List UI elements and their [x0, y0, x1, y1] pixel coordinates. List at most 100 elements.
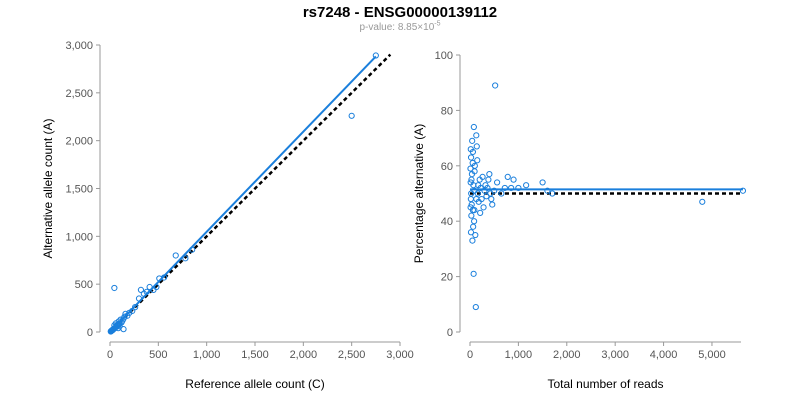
data-point [549, 190, 556, 197]
data-point [476, 176, 483, 183]
data-point [699, 198, 706, 205]
y-tick-label: 1,500 [65, 184, 93, 196]
y-tick-label: 60 [441, 161, 453, 173]
data-point [492, 82, 499, 89]
data-point [107, 328, 114, 335]
data-point [348, 112, 355, 119]
data-point [473, 195, 480, 203]
chart-title: rs7248 - ENSG00000139112 [302, 4, 498, 21]
y-tick-label: 20 [441, 272, 453, 284]
data-point [515, 184, 522, 192]
x-tick-label: 5,000 [698, 349, 726, 361]
data-point [523, 182, 530, 189]
data-point [469, 237, 476, 244]
x-tick-label: 1,000 [505, 349, 533, 361]
data-point [489, 201, 496, 208]
data-point [470, 270, 477, 277]
reference-line [109, 53, 392, 333]
data-point [472, 231, 479, 239]
y-tick-label: 500 [75, 279, 93, 291]
data-point [469, 207, 477, 214]
subtitle-exponent: -5 [434, 20, 441, 28]
data-point [467, 229, 475, 236]
data-point [132, 304, 139, 311]
y-tick-label: 1,000 [65, 231, 93, 243]
x-tick-label: 2,000 [290, 349, 318, 361]
data-point [501, 184, 508, 192]
data-point [115, 325, 122, 332]
subtitle-text: p-value: 8.85×10 [359, 22, 435, 33]
y-tick-label: 0 [447, 327, 453, 339]
data-point [124, 312, 131, 319]
data-point [140, 290, 147, 297]
data-point [508, 184, 515, 192]
x-tick-label: 3,000 [601, 349, 629, 361]
data-point [473, 143, 480, 150]
data-point [471, 187, 478, 194]
x-tick-label: 0 [107, 349, 113, 361]
data-point [468, 212, 475, 219]
data-point [467, 165, 474, 172]
data-point [488, 195, 495, 203]
fit-line [109, 55, 377, 333]
x-tick-label: 4,000 [650, 349, 678, 361]
data-point [111, 284, 118, 292]
y-tick-label: 40 [441, 216, 453, 228]
data-point [172, 252, 179, 259]
y-tick-label: 3,000 [65, 40, 93, 52]
data-point [189, 246, 196, 253]
data-point [739, 187, 747, 194]
data-point [477, 209, 484, 216]
data-point [470, 123, 477, 131]
data-point [544, 187, 551, 194]
data-point [472, 303, 479, 311]
data-point [137, 286, 145, 294]
x-axis-title: Reference allele count (C) [185, 377, 324, 391]
data-point [156, 275, 163, 282]
y-tick-label: 0 [87, 327, 93, 339]
x-tick-label: 1,000 [193, 349, 221, 361]
x-tick-label: 500 [149, 349, 167, 361]
data-point [473, 132, 480, 139]
data-point [498, 190, 505, 197]
y-tick-label: 100 [435, 50, 453, 62]
x-tick-label: 1,500 [241, 349, 269, 361]
data-point [135, 295, 143, 302]
data-point [182, 255, 189, 262]
data-point [474, 157, 481, 164]
data-point [504, 173, 511, 180]
data-point [467, 179, 474, 186]
data-point [467, 146, 474, 153]
x-axis-title: Total number of reads [547, 377, 663, 391]
chart-panel-left: 0 500 1,000 1,500 2,000 2,500 3,000 0 500 1,000 1,… [41, 40, 414, 391]
title-block: rs7248 - ENSG00000139112 p-value: 8.85×1… [0, 4, 800, 34]
data-point [467, 154, 475, 161]
data-point [111, 322, 118, 329]
data-point [539, 179, 546, 186]
x-tick-label: 0 [467, 349, 473, 361]
data-point [510, 176, 517, 183]
data-point [146, 283, 153, 291]
data-point [486, 171, 493, 178]
data-point [475, 182, 482, 189]
data-point [494, 179, 501, 186]
data-point [372, 52, 379, 59]
y-axis-title: Alternative allele count (A) [41, 118, 55, 258]
chart-subtitle: p-value: 8.85×10-5 [0, 20, 800, 34]
x-tick-label: 3,000 [386, 349, 414, 361]
data-point [469, 159, 476, 167]
y-tick-label: 2,000 [65, 136, 93, 148]
data-point [467, 195, 474, 203]
data-point [468, 176, 475, 183]
x-tick-label: 2,000 [553, 349, 581, 361]
chart-panel-right: 0 1,000 2,000 3,000 4,000 5,000 0 20 40 60 80 100 To… [412, 50, 747, 391]
data-point [469, 137, 476, 144]
data-point [471, 218, 478, 225]
data-point [480, 204, 487, 211]
data-point [470, 223, 477, 230]
y-tick-label: 2,500 [65, 88, 93, 100]
data-point [150, 286, 157, 294]
x-tick-label: 2,500 [338, 349, 366, 361]
y-tick-label: 80 [441, 105, 453, 117]
